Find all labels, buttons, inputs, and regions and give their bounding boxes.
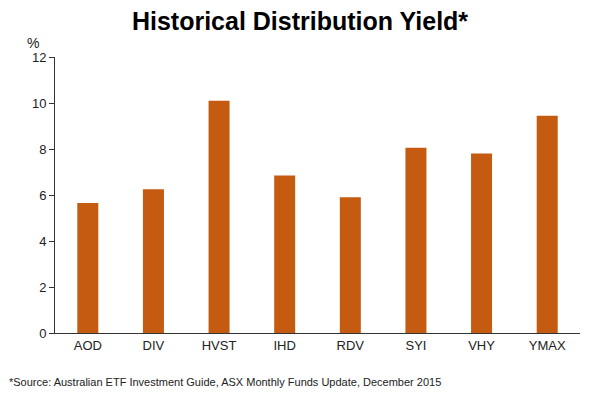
svg-text:HVST: HVST xyxy=(202,338,237,353)
svg-text:SYI: SYI xyxy=(405,338,426,353)
svg-text:12: 12 xyxy=(32,50,46,65)
svg-text:4: 4 xyxy=(39,234,46,249)
svg-text:DIV: DIV xyxy=(143,338,165,353)
svg-text:%: % xyxy=(27,35,39,51)
svg-text:2: 2 xyxy=(39,280,46,295)
svg-text:AOD: AOD xyxy=(74,338,102,353)
svg-text:IHD: IHD xyxy=(273,338,295,353)
svg-text:RDV: RDV xyxy=(337,338,365,353)
svg-text:8: 8 xyxy=(39,142,46,157)
svg-text:6: 6 xyxy=(39,188,46,203)
svg-text:10: 10 xyxy=(32,96,46,111)
svg-text:YMAX: YMAX xyxy=(529,338,566,353)
svg-text:Historical Distribution Yield*: Historical Distribution Yield* xyxy=(132,7,468,35)
svg-text:*Source: Australian ETF Invest: *Source: Australian ETF Investment Guide… xyxy=(9,376,441,388)
svg-text:0: 0 xyxy=(39,326,46,341)
svg-text:VHY: VHY xyxy=(468,338,495,353)
